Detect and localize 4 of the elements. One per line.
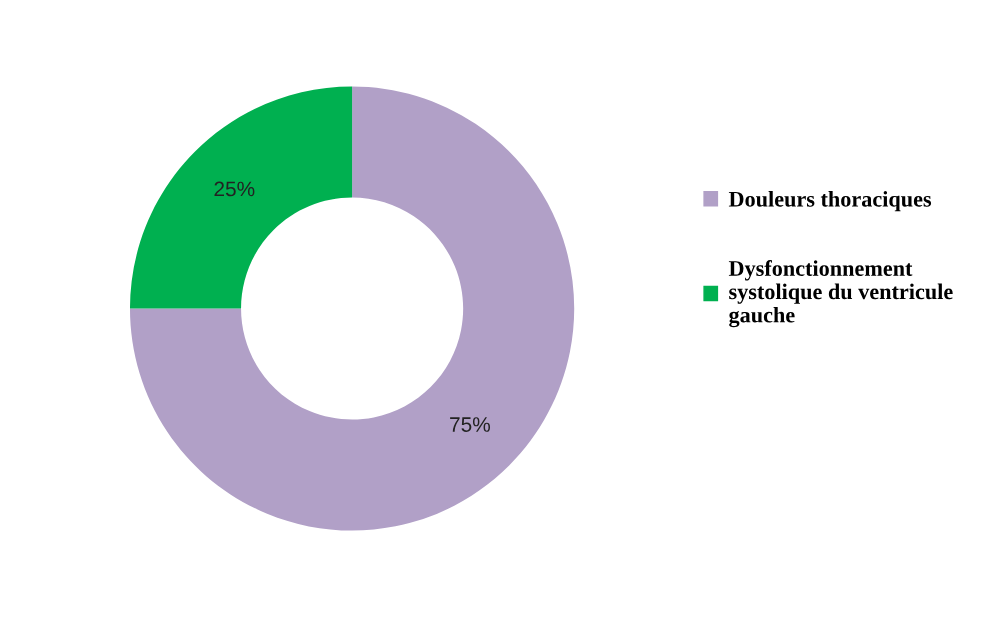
data-label: 75% xyxy=(450,417,491,432)
legend-label: Dysfonctionnement systolique du ventricule gauche xyxy=(728,260,953,328)
legend-label: Douleurs thoraciques xyxy=(728,191,932,212)
data-label: 25% xyxy=(214,181,255,197)
